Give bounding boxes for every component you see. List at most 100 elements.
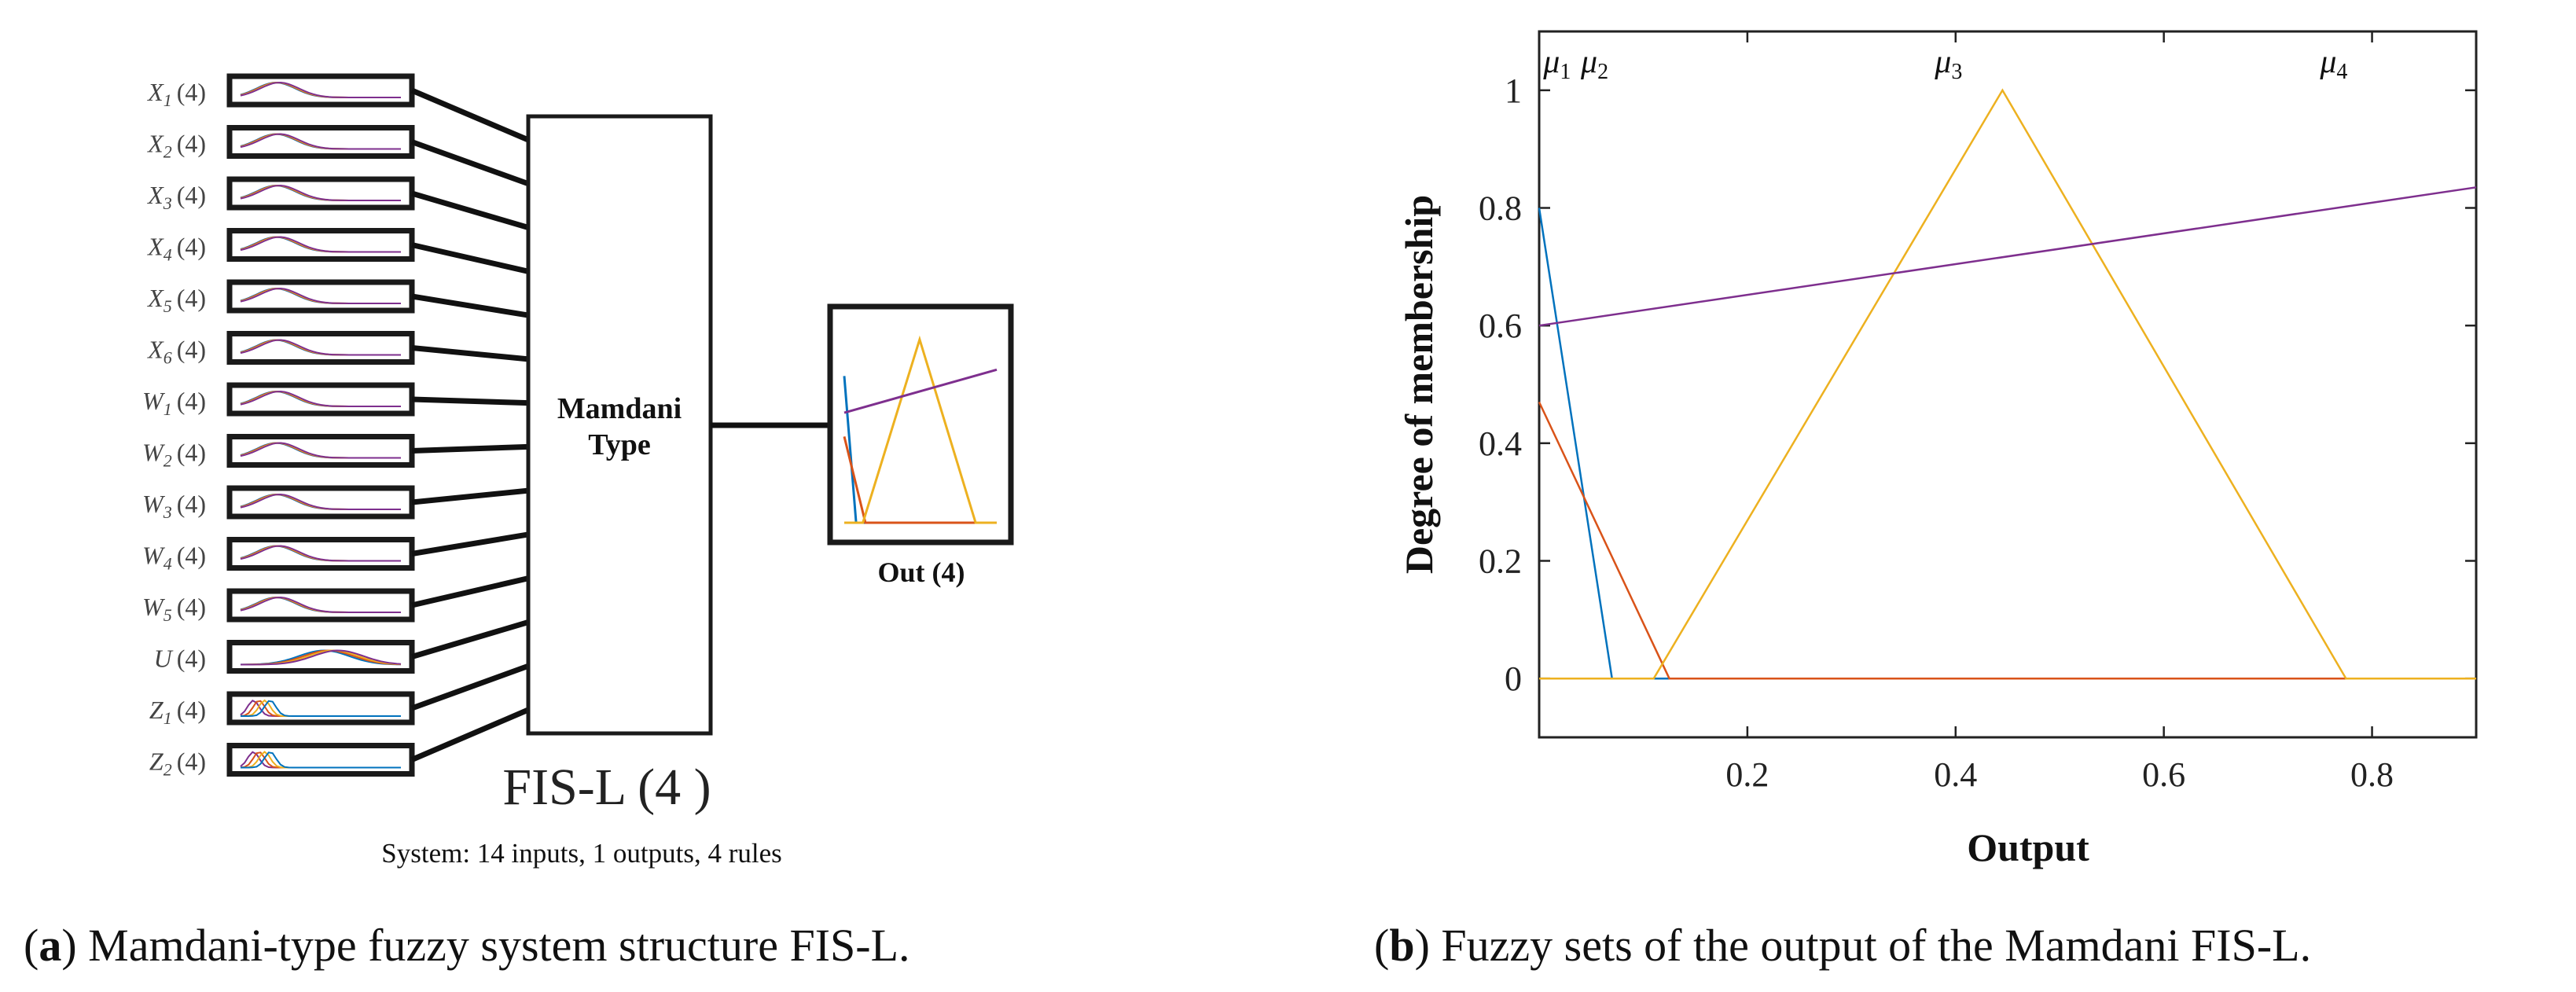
input-membership-curve — [240, 442, 401, 459]
input-subscript: 3 — [163, 502, 172, 522]
input-count: (4) — [177, 439, 206, 467]
input-symbol: W — [142, 490, 166, 518]
input-count: (4) — [177, 336, 206, 364]
fis-structure-diagram: X1 (4)X2 (4)X3 (4)X4 (4)X5 (4)X6 (4)W1 (4)W2 (4)… — [24, 73, 1014, 971]
input-label: W5 (4) — [142, 593, 206, 625]
input-symbol: W — [142, 593, 166, 621]
mamdani-engine-box — [526, 114, 713, 736]
y-tick-label: 0.2 — [1479, 542, 1522, 581]
input-membership-curve — [241, 751, 401, 769]
input-count: (4) — [177, 490, 206, 518]
input-count: (4) — [177, 181, 206, 209]
input-subscript: 4 — [164, 245, 172, 265]
annotation-subscript: 2 — [1597, 60, 1608, 84]
input-symbol: X — [146, 181, 164, 209]
input-connector — [411, 575, 529, 608]
input-symbol: U — [154, 645, 174, 673]
input-label: W3 (4) — [142, 490, 206, 522]
input-count: (4) — [177, 593, 206, 621]
y-tick-label: 0.6 — [1479, 307, 1522, 345]
annotation-subscript: 3 — [1951, 60, 1962, 84]
input-label: X6 (4) — [146, 336, 206, 368]
output-preview-mu3 — [844, 335, 997, 524]
input-subscript: 2 — [164, 142, 172, 162]
caption-a-text: Mamdani-type fuzzy system structure FIS-… — [77, 920, 910, 971]
input-subscript: 1 — [164, 90, 172, 110]
input-label: W2 (4) — [142, 439, 206, 471]
input-symbol: X — [146, 78, 164, 106]
caption-a: (a) Mamdani-type fuzzy system structure … — [24, 920, 910, 971]
series-mu2 — [1538, 401, 2476, 680]
y-axis-label: Degree of membership — [1397, 195, 1441, 574]
input-symbol: Z — [149, 748, 164, 776]
y-tick-label: 0.8 — [1479, 189, 1522, 228]
input-subscript: 5 — [164, 605, 172, 625]
annotation-symbol: μ — [1542, 44, 1560, 80]
input-membership-curve — [240, 545, 401, 562]
input-membership-curve — [241, 649, 402, 666]
input-subscript: 2 — [164, 760, 172, 780]
input-count: (4) — [177, 284, 206, 312]
input-label: W1 (4) — [142, 387, 206, 419]
input-count: (4) — [177, 748, 206, 776]
input-count: (4) — [177, 542, 206, 570]
input-membership-curve — [240, 390, 401, 407]
input-box — [226, 743, 415, 777]
x-tick-label: 0.8 — [2350, 755, 2394, 794]
x-tick-label: 0.2 — [1725, 755, 1769, 794]
input-connector — [411, 443, 529, 454]
input-count: (4) — [177, 78, 206, 106]
membership-annotations: μ1 μ2 μ3 μ4 — [1542, 44, 2347, 84]
caption-a-letter: a — [39, 920, 61, 971]
input-label: X4 (4) — [146, 233, 206, 265]
input-subscript: 4 — [164, 554, 172, 574]
input-box — [226, 73, 415, 108]
input-label: W4 (4) — [142, 542, 206, 574]
y-tick-label: 0.4 — [1479, 424, 1522, 463]
annotation-symbol: μ — [1934, 44, 1951, 80]
input-box — [226, 691, 415, 726]
input-membership-curve — [241, 700, 401, 717]
input-subscript: 3 — [163, 193, 172, 213]
input-connector — [411, 242, 529, 274]
annotation-symbol: μ — [1580, 44, 1597, 80]
annotation-subscript: 4 — [2336, 60, 2347, 84]
input-label: U (4) — [154, 645, 206, 673]
membership-series — [1538, 88, 2477, 680]
x-axis-label: Output — [1967, 825, 2089, 869]
series-mu1 — [1538, 208, 2476, 680]
annotation-mu1: μ1 — [1542, 44, 1571, 84]
input-subscript: 5 — [164, 296, 172, 316]
input-subscript: 6 — [164, 348, 172, 368]
annotation-mu4: μ4 — [2319, 44, 2347, 84]
input-connector — [411, 396, 529, 406]
caption-b-letter: b — [1389, 920, 1414, 971]
input-box — [226, 640, 415, 674]
input-subscript: 1 — [164, 399, 172, 419]
series-mu4 — [1538, 186, 2477, 327]
input-connector — [411, 487, 529, 505]
input-connector — [410, 707, 530, 762]
input-count: (4) — [177, 645, 206, 673]
input-membership-curve — [240, 287, 401, 304]
input-label: X2 (4) — [146, 130, 206, 162]
input-membership-curve — [240, 493, 401, 510]
system-name: FIS-L (4 ) — [502, 759, 711, 816]
input-membership-curve — [240, 339, 401, 356]
annotation-subscript: 1 — [1560, 60, 1571, 84]
input-membership-curve — [240, 133, 401, 150]
input-label: Z2 (4) — [149, 748, 206, 780]
input-connector — [410, 87, 530, 143]
input-label: X1 (4) — [146, 78, 206, 110]
input-subscript: 2 — [164, 451, 172, 471]
output-preview-mu4 — [843, 368, 998, 414]
input-connector — [411, 531, 529, 557]
input-connector — [410, 139, 530, 187]
input-connectors — [410, 87, 530, 762]
y-tick-label: 0 — [1505, 659, 1522, 698]
engine-label-line2: Type — [588, 428, 651, 461]
axis-tick-labels: 0.2 0.4 0.6 0.8 0 0.2 0.4 0.6 0.8 1 — [1479, 72, 2394, 794]
input-symbol: W — [142, 439, 166, 467]
input-membership-curve — [240, 81, 401, 98]
